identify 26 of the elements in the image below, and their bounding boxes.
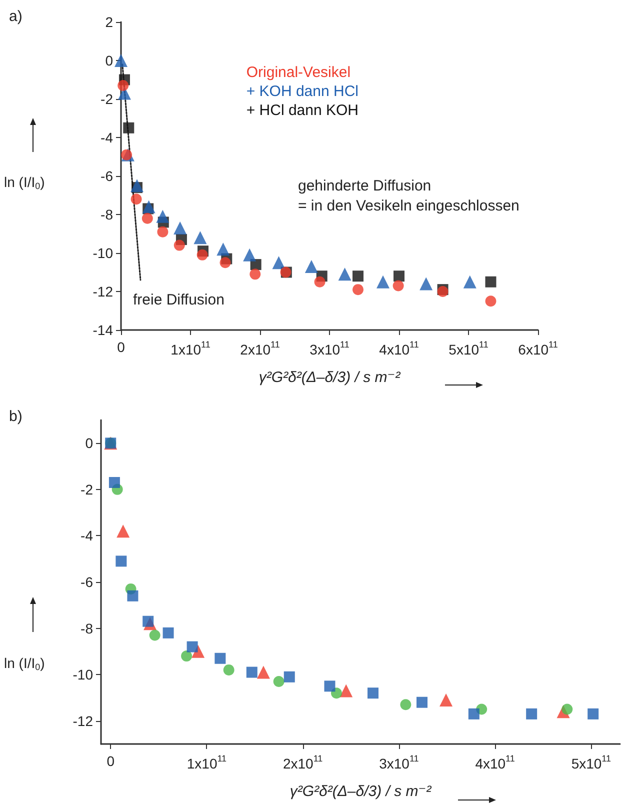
text: Original-Vesikel bbox=[246, 64, 351, 81]
y-tick-label: -6 bbox=[80, 574, 94, 590]
y-tick-label: -2 bbox=[80, 481, 94, 498]
x-axis-title: γ²G²δ²(Δ–δ/3) / s m⁻² bbox=[258, 369, 402, 386]
y-tick-label: -10 bbox=[72, 666, 94, 683]
chart-title: b) bbox=[9, 408, 22, 425]
text: + KOH dann HCl bbox=[246, 83, 358, 100]
y-tick-label: -12 bbox=[72, 712, 94, 729]
y-tick-label: -2 bbox=[100, 91, 114, 107]
y-tick-label: -12 bbox=[92, 284, 114, 300]
annotation: gehinderte Diffusion = in den Vesikeln eingeschlossen bbox=[298, 178, 520, 214]
y-tick-label: -4 bbox=[80, 528, 94, 544]
y-tick-label: -10 bbox=[92, 245, 114, 261]
y-tick-label: -14 bbox=[92, 322, 114, 338]
y-tick-label: -8 bbox=[100, 206, 114, 222]
y-tick-label: -8 bbox=[80, 620, 94, 636]
y-tick-label: -6 bbox=[100, 168, 114, 184]
y-tick-label: 2 bbox=[105, 14, 114, 30]
annotation: freie Diffusion bbox=[133, 292, 224, 308]
y-tick-label: 0 bbox=[105, 52, 114, 68]
y-tick-label: 0 bbox=[85, 435, 94, 452]
y-tick-label: -4 bbox=[100, 130, 114, 146]
x-axis-title: γ²G²δ²(Δ–δ/3) / s m⁻² bbox=[290, 783, 432, 800]
chart-title: a) bbox=[9, 8, 22, 25]
x-tick-label: 0 bbox=[117, 339, 126, 355]
text: + HCl dann KOH bbox=[246, 102, 358, 119]
